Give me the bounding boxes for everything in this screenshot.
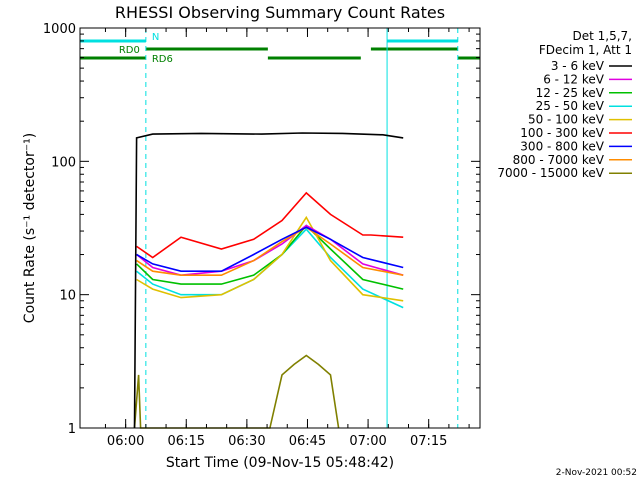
flag-label-rd6: RD6 — [152, 54, 173, 65]
x-tick-label-3: 06:45 — [289, 434, 326, 449]
legend-label-0: 3 - 6 keV — [551, 59, 605, 73]
legend-label-7: 800 - 7000 keV — [513, 153, 605, 167]
series-line-800to7000kev — [136, 226, 404, 276]
legend-label-3: 25 - 50 keV — [536, 99, 605, 113]
legend-label-5: 100 - 300 keV — [520, 126, 604, 140]
legend-label-2: 12 - 25 keV — [536, 86, 605, 100]
x-axis-ticks: 06:00 06:15 06:30 06:45 07:00 07:15 — [104, 28, 470, 449]
y-tick-label-1: 10 — [59, 289, 76, 304]
chart-title: RHESSI Observing Summary Count Rates — [115, 3, 445, 22]
x-tick-label-4: 07:00 — [349, 434, 386, 449]
series-lines — [133, 132, 404, 429]
y-tick-label-0: 1 — [68, 422, 76, 437]
legend-label-4: 50 - 100 keV — [528, 113, 605, 127]
series-line-12to25kev — [136, 224, 404, 290]
series-line-3to6kev — [133, 132, 404, 429]
y-tick-label-2: 100 — [51, 155, 76, 170]
flag-label-rd0: RD0 — [119, 45, 140, 56]
legend-header-line-1: Det 1,5,7, — [573, 29, 633, 43]
x-tick-label-5: 07:15 — [410, 434, 447, 449]
x-tick-label-1: 06:15 — [168, 434, 205, 449]
x-tick-label-0: 06:00 — [107, 434, 144, 449]
x-axis-label: Start Time (09-Nov-15 05:48:42) — [166, 455, 394, 471]
legend-label-6: 300 - 800 keV — [520, 139, 604, 153]
legend-label-1: 6 - 12 keV — [543, 72, 605, 86]
legend-label-8: 7000 - 15000 keV — [497, 166, 604, 180]
series-line-6to12kev — [136, 224, 404, 277]
y-axis-label: Count Rate (s⁻¹ detector⁻¹) — [22, 133, 38, 323]
plot-frame — [79, 27, 481, 429]
y-tick-label-3: 1000 — [43, 22, 76, 37]
y-axis-ticks: 1 10 100 1000 — [43, 22, 480, 437]
legend-header-line-2: FDecim 1, Att 1 — [539, 43, 632, 57]
flag-label-n: N — [152, 32, 159, 43]
series-line-100to300kev — [136, 191, 404, 259]
series-line-300to800kev — [136, 226, 404, 272]
footer-date: 2-Nov-2021 00:52 — [556, 468, 637, 478]
x-tick-label-2: 06:30 — [228, 434, 265, 449]
flag-bars: N RD0 RD6 — [80, 32, 480, 65]
series-line-50to100kev — [136, 215, 404, 302]
series-line-7000to15000kev — [133, 354, 340, 429]
